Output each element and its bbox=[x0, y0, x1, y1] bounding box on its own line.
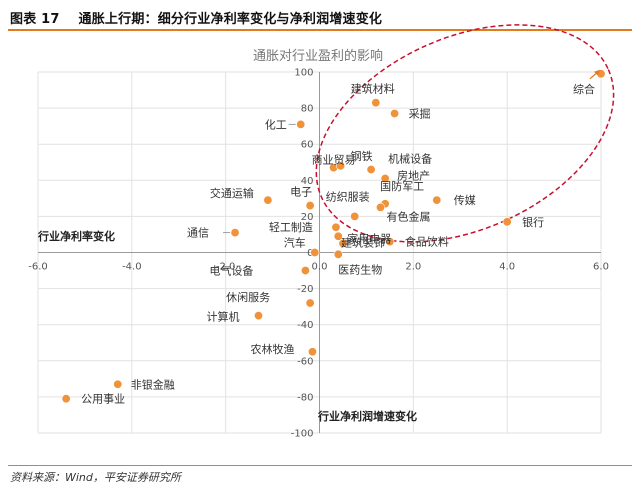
point-label: 采掘 bbox=[409, 107, 431, 121]
data-point bbox=[305, 298, 315, 308]
point-label: 商业贸易 bbox=[312, 153, 356, 167]
x-tick-label: 2.0 bbox=[405, 262, 421, 273]
point-label: 电子 bbox=[290, 186, 312, 199]
x-tick-label: 0.0 bbox=[312, 262, 328, 273]
y-tick-label: -60 bbox=[297, 356, 313, 367]
point-label: 交通运输 bbox=[210, 186, 254, 200]
x-tick-label: -6.0 bbox=[28, 262, 48, 273]
data-point bbox=[331, 222, 341, 232]
data-point bbox=[263, 195, 273, 205]
point-label: 轻工制造 bbox=[269, 220, 313, 234]
data-point bbox=[350, 211, 360, 221]
data-point bbox=[366, 164, 376, 174]
point-label: 房地产 bbox=[397, 168, 430, 182]
figure-footer: 资料来源：Wind，平安证券研究所 bbox=[8, 465, 632, 486]
data-point bbox=[310, 248, 320, 258]
point-label: 纺织服装 bbox=[326, 189, 370, 203]
data-point bbox=[390, 109, 400, 119]
y-tick-label: 60 bbox=[301, 140, 314, 151]
data-point bbox=[307, 347, 317, 357]
data-point bbox=[333, 249, 343, 259]
data-point bbox=[300, 266, 310, 276]
figure-label: 图表 17 bbox=[10, 12, 60, 27]
point-label: 休闲服务 bbox=[226, 290, 270, 304]
data-point bbox=[502, 217, 512, 227]
x-tick-label: -2.0 bbox=[216, 262, 236, 273]
data-point bbox=[305, 201, 315, 211]
data-point bbox=[113, 379, 123, 389]
point-label: 医药生物 bbox=[338, 262, 382, 276]
data-points bbox=[61, 69, 606, 404]
point-label: 建筑材料 bbox=[351, 82, 395, 96]
y-axis-title: 行业净利润增速变化 bbox=[317, 409, 417, 423]
highlight-ellipse bbox=[315, 24, 615, 243]
data-point bbox=[375, 202, 385, 212]
x-tick-label: 6.0 bbox=[593, 262, 609, 273]
leader-arrowhead bbox=[594, 69, 600, 76]
data-point bbox=[385, 237, 395, 247]
y-tick-label: -40 bbox=[297, 320, 313, 331]
point-label: 计算机 bbox=[207, 310, 240, 324]
point-label: 食品饮料 bbox=[405, 235, 449, 249]
data-point bbox=[380, 173, 390, 183]
point-label: 银行 bbox=[522, 215, 544, 229]
figure-header: 图表 17 通胀上行期：细分行业净利率变化与净利润增速变化 bbox=[8, 5, 632, 31]
point-label: 综合 bbox=[573, 82, 595, 96]
y-tick-label: 40 bbox=[301, 176, 314, 187]
point-label: 电气设备 bbox=[209, 264, 253, 278]
point-label: 国防军工 bbox=[380, 179, 424, 193]
point-label: 农林牧渔 bbox=[250, 342, 294, 356]
y-tick-label: 0 bbox=[307, 248, 313, 259]
y-tick-label: 20 bbox=[301, 212, 314, 223]
x-axis-title: 行业净利率变化 bbox=[37, 229, 115, 243]
point-label: 建筑装饰 bbox=[341, 235, 385, 249]
point-label: 钢铁 bbox=[351, 150, 373, 163]
data-point bbox=[338, 238, 348, 248]
data-point bbox=[432, 195, 442, 205]
y-tick-labels: -100 -80 -60 -40 -20 0 20 40 60 80 100 bbox=[291, 68, 314, 440]
data-point bbox=[333, 231, 343, 241]
chart-title: 通胀对行业盈利的影响 bbox=[253, 48, 383, 64]
figure-title: 通胀上行期：细分行业净利率变化与净利润增速变化 bbox=[78, 12, 383, 27]
point-label: 有色金属 bbox=[386, 209, 430, 223]
y-tick-label: -100 bbox=[291, 429, 314, 440]
data-point bbox=[61, 394, 71, 404]
y-tick-label: 80 bbox=[301, 104, 314, 115]
x-tick-label: 4.0 bbox=[499, 262, 515, 273]
point-label: 家用电器 bbox=[347, 231, 391, 245]
y-tick-label: -20 bbox=[297, 284, 313, 295]
point-label: 汽车 bbox=[284, 236, 306, 250]
source-note: 资料来源：Wind，平安证券研究所 bbox=[10, 471, 181, 484]
point-label: 通信 bbox=[187, 227, 209, 240]
data-point bbox=[296, 119, 306, 129]
x-tick-labels: -6.0 -4.0 -2.0 0.0 2.0 4.0 6.0 bbox=[28, 262, 609, 273]
data-point bbox=[336, 161, 346, 171]
y-tick-label: -80 bbox=[297, 392, 313, 403]
data-point bbox=[254, 311, 264, 321]
data-point bbox=[230, 228, 240, 238]
point-label: 传媒 bbox=[454, 194, 476, 207]
x-tick-label: -4.0 bbox=[122, 262, 142, 273]
data-point bbox=[371, 98, 381, 108]
point-label: 非银金融 bbox=[131, 377, 175, 391]
figure-heading: 图表 17 通胀上行期：细分行业净利率变化与净利润增速变化 bbox=[10, 8, 382, 27]
point-label: 机械设备 bbox=[388, 151, 432, 165]
axes bbox=[38, 72, 601, 433]
y-tick-label: 100 bbox=[294, 68, 313, 79]
point-label: 化工 bbox=[265, 117, 287, 131]
point-label: 公用事业 bbox=[81, 393, 125, 406]
